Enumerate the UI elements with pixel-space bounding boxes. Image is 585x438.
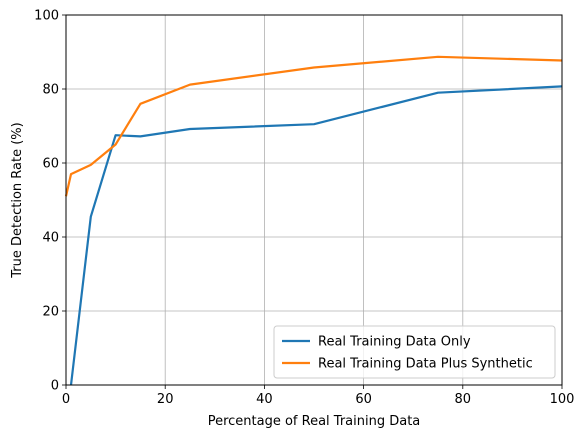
- axis-ticks: 0 20 40 60 80 100 0 20 40 60 80 100: [34, 9, 574, 408]
- x-tick-label: 100: [550, 392, 575, 407]
- x-tick-label: 20: [157, 392, 174, 407]
- x-tick-label: 80: [455, 392, 472, 407]
- y-axis-label: True Detection Rate (%): [10, 122, 25, 278]
- x-tick-label: 40: [256, 392, 273, 407]
- plot-frame: [65, 14, 563, 386]
- series-line-1: [69, 85, 563, 386]
- series-line-2: [64, 55, 563, 197]
- y-tick-label: 60: [42, 157, 59, 172]
- y-tick-label: 20: [42, 305, 59, 320]
- series-lines: [64, 55, 563, 386]
- legend-label-2: Real Training Data Plus Synthetic: [318, 357, 533, 372]
- y-tick-label: 0: [51, 379, 59, 394]
- x-tick-label: 60: [355, 392, 372, 407]
- x-axis-label: Percentage of Real Training Data: [208, 414, 421, 429]
- y-tick-label: 100: [34, 9, 59, 24]
- legend-label-1: Real Training Data Only: [318, 335, 471, 350]
- legend-box: [273, 325, 556, 379]
- legend: Real Training Data Only Real Training Dat…: [273, 325, 556, 379]
- y-tick-label: 40: [42, 231, 59, 246]
- y-tick-label: 80: [42, 83, 59, 98]
- x-tick-label: 0: [62, 392, 70, 407]
